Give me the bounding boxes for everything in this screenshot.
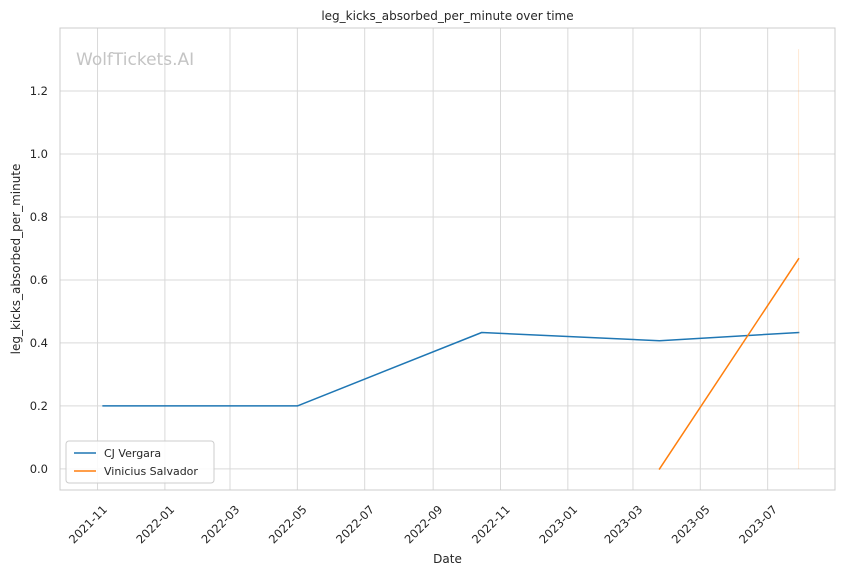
series-line-0 [102, 331, 800, 407]
legend-box [65, 440, 215, 484]
y-tick-label: 0.4 [30, 336, 48, 350]
y-tick-label: 0.6 [30, 273, 48, 287]
legend-label: CJ Vergara [104, 447, 161, 460]
y-tick-label: 1.0 [30, 147, 48, 161]
y-axis-title: leg_kicks_absorbed_per_minute [9, 164, 23, 355]
x-axis-title: Date [433, 552, 462, 566]
y-axis-ticks: 0.0 0.2 0.4 0.6 0.8 1.0 1.2 [30, 84, 48, 476]
series-line-1 [658, 257, 800, 470]
legend-label: Vinicius Salvador [104, 465, 198, 478]
y-tick-label: 0.8 [30, 210, 48, 224]
chart-title: leg_kicks_absorbed_per_minute over time [321, 9, 573, 23]
y-tick-label: 1.2 [30, 84, 48, 98]
watermark-text: WolfTickets.AI [76, 50, 194, 70]
y-tick-label: 0.0 [30, 462, 48, 476]
plot-area-frame [59, 27, 836, 491]
y-tick-label: 0.2 [30, 399, 48, 413]
series-lines [102, 49, 800, 470]
legend: CJ Vergara Vinicius Salvador [65, 440, 215, 484]
